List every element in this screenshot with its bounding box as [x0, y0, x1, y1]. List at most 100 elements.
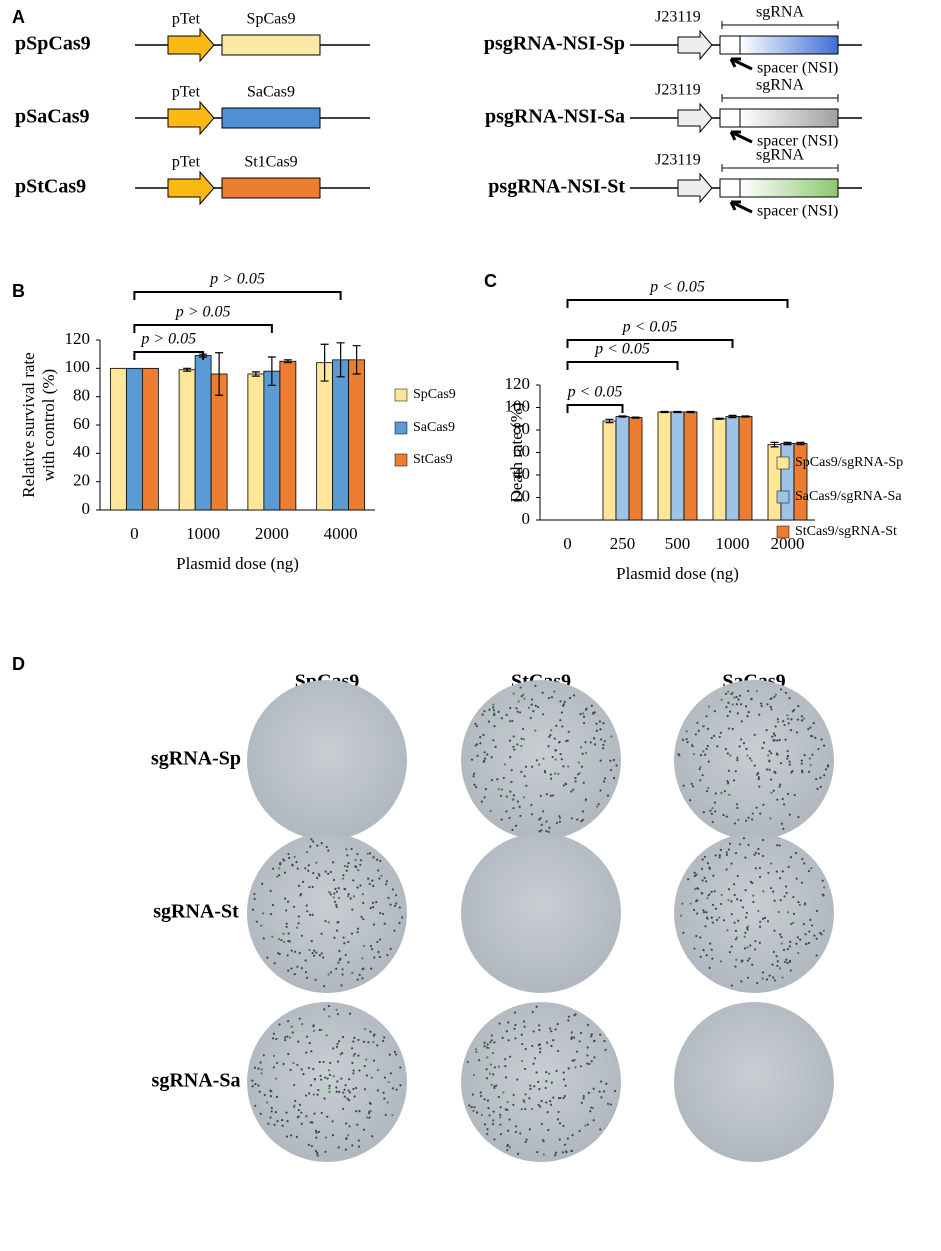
colony: [719, 731, 722, 734]
colony: [732, 779, 736, 782]
colony: [801, 857, 804, 861]
bar: [767, 444, 782, 521]
colony: [795, 877, 798, 880]
colony: [490, 1083, 493, 1086]
bar: [780, 443, 795, 521]
colony: [347, 1099, 351, 1102]
bar: [615, 416, 630, 521]
colony: [573, 1058, 576, 1062]
colony: [705, 715, 708, 718]
colony: [581, 752, 584, 755]
colony: [777, 910, 780, 914]
colony: [706, 727, 710, 730]
colony: [578, 772, 581, 775]
colony: [521, 1042, 524, 1046]
colony: [797, 815, 800, 819]
colony: [769, 887, 773, 890]
colony: [377, 869, 380, 872]
colony: [378, 955, 382, 959]
colony: [332, 878, 336, 882]
colony: [346, 1097, 349, 1100]
colony: [269, 912, 273, 916]
x-tick-label: 0: [563, 534, 572, 553]
plate: [461, 833, 621, 993]
colony: [531, 1044, 534, 1047]
error-bar: [631, 416, 640, 419]
colony: [770, 697, 773, 700]
colony: [586, 1023, 590, 1026]
colony: [271, 903, 275, 907]
colony: [528, 1128, 531, 1131]
colony: [725, 868, 728, 871]
colony: [565, 1151, 568, 1154]
colony: [579, 1065, 582, 1068]
colony: [587, 1091, 590, 1094]
colony: [781, 870, 784, 873]
colony: [305, 1051, 308, 1054]
colony: [361, 957, 364, 960]
colony: [367, 1041, 370, 1044]
colony: [509, 790, 512, 793]
colony: [502, 776, 505, 780]
colony: [760, 702, 763, 705]
colony: [509, 706, 512, 710]
colony: [562, 1071, 565, 1074]
colony: [598, 720, 602, 723]
colony: [732, 883, 736, 886]
colony: [509, 756, 512, 759]
colony: [489, 810, 492, 813]
colony: [270, 1110, 273, 1113]
colony: [516, 710, 519, 713]
colony: [707, 760, 710, 763]
colony: [487, 720, 491, 723]
colony: [773, 899, 776, 902]
colony: [602, 743, 605, 746]
colony: [371, 901, 374, 904]
colony: [759, 812, 762, 815]
colony: [378, 877, 381, 880]
colony: [529, 1084, 532, 1087]
colony: [606, 794, 610, 797]
colony: [332, 896, 335, 899]
colony: [714, 810, 717, 813]
colony: [803, 862, 806, 865]
colony: [686, 741, 689, 744]
colony: [733, 921, 736, 924]
y-tick-label: 80: [73, 386, 90, 405]
colony: [395, 902, 398, 905]
gene-box: [221, 34, 321, 56]
colony: [337, 921, 340, 924]
colony: [500, 818, 503, 821]
colony: [299, 893, 303, 896]
colony: [765, 768, 769, 771]
colony: [601, 747, 605, 750]
spacer-arrow: [729, 57, 753, 71]
colony: [561, 1151, 565, 1154]
colony: [508, 816, 511, 819]
colony: [741, 906, 745, 909]
promoter-arrow: [167, 100, 215, 136]
colony: [290, 967, 293, 970]
colony: [300, 934, 304, 937]
colony: [735, 958, 738, 961]
colony: [372, 1041, 375, 1044]
colony: [734, 770, 737, 773]
colony: [693, 871, 696, 874]
significance-label: p < 0.05: [649, 279, 705, 296]
colony: [699, 754, 703, 757]
region-bracket: [721, 164, 839, 172]
error-bar: [796, 441, 805, 446]
colony: [370, 1076, 373, 1079]
colony: [329, 1061, 332, 1065]
colony: [383, 1036, 386, 1039]
colony: [539, 1051, 542, 1054]
colony: [726, 714, 729, 717]
colony: [499, 794, 503, 797]
colony: [763, 916, 767, 919]
colony: [307, 1066, 310, 1069]
colony: [756, 773, 759, 776]
colony: [401, 916, 404, 919]
colony: [705, 916, 709, 919]
bar: [602, 420, 617, 521]
colony: [773, 695, 776, 698]
